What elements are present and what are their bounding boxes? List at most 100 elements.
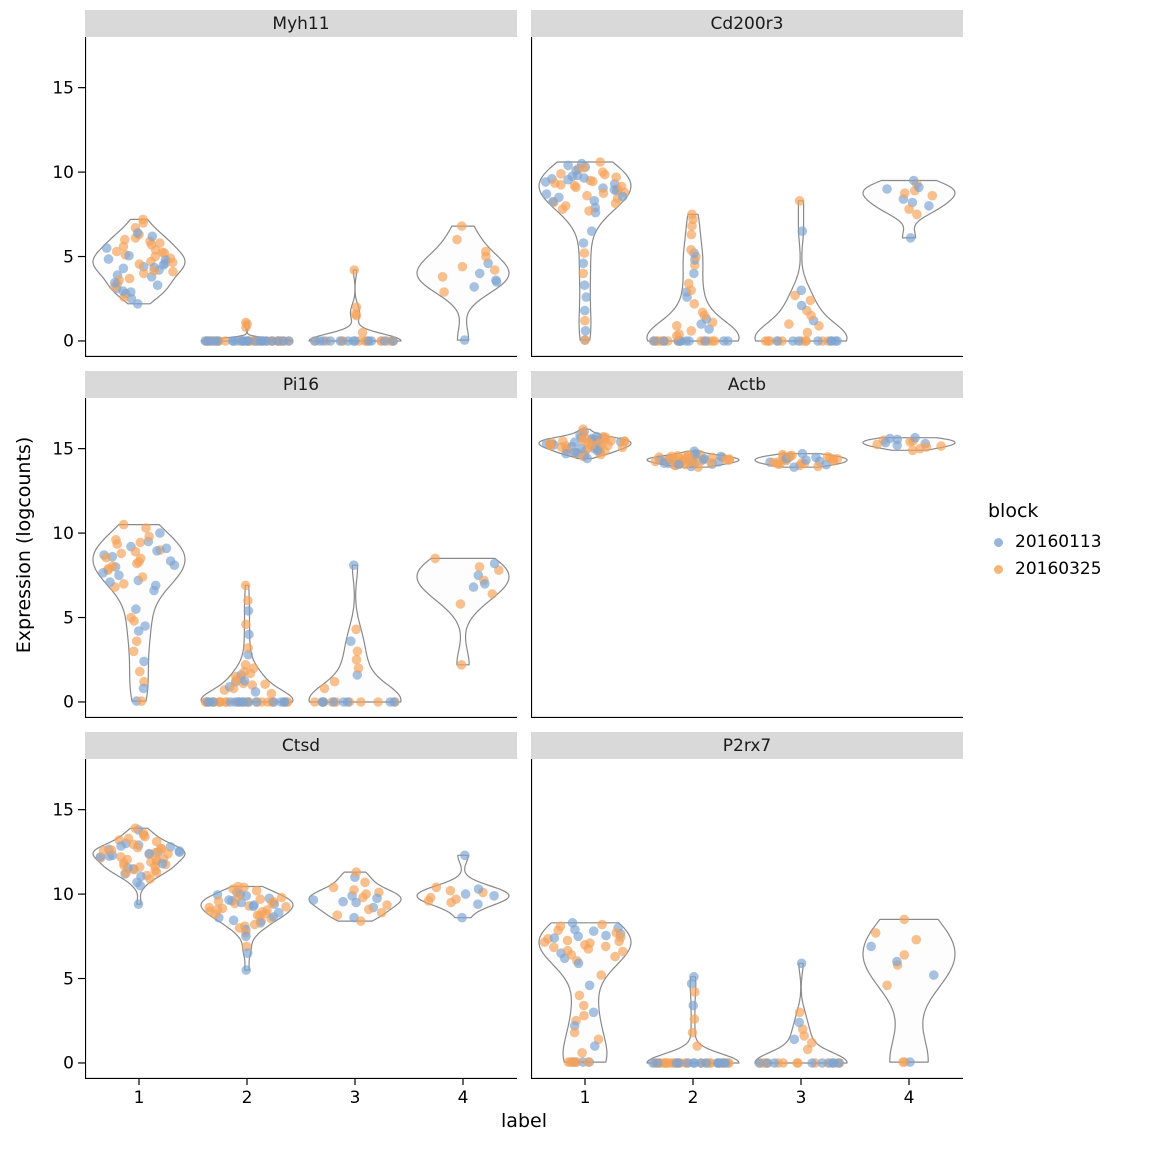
data-point — [600, 169, 610, 180]
data-point — [437, 272, 448, 282]
data-point — [563, 1057, 574, 1067]
facet-panel-Actb — [531, 398, 963, 718]
data-point — [882, 184, 892, 194]
data-point — [801, 336, 811, 346]
data-point — [152, 546, 162, 556]
data-point — [610, 951, 620, 962]
data-point — [361, 889, 371, 899]
data-point — [137, 572, 148, 582]
data-point — [548, 196, 558, 207]
data-point — [698, 454, 709, 465]
data-point — [139, 268, 149, 279]
y-axis-ticks-row-2: 0 5 10 15 — [52, 439, 85, 713]
data-point — [880, 437, 891, 448]
data-point — [796, 958, 807, 969]
data-point — [578, 258, 589, 269]
data-point — [309, 336, 320, 346]
data-point — [318, 336, 329, 346]
data-point — [578, 238, 589, 248]
y-tick-label: 0 — [63, 693, 74, 713]
data-point — [131, 604, 141, 614]
data-point — [310, 697, 320, 707]
data-point — [905, 1057, 915, 1067]
data-point — [793, 1058, 803, 1068]
data-point — [686, 245, 696, 255]
data-point — [690, 987, 700, 997]
data-point — [155, 528, 165, 538]
data-point — [213, 896, 224, 906]
data-point — [124, 250, 134, 261]
data-point — [353, 663, 364, 673]
data-point — [116, 548, 127, 559]
data-point — [319, 683, 330, 694]
data-point — [455, 599, 466, 609]
data-point — [423, 896, 434, 906]
data-point — [106, 845, 117, 855]
data-point — [460, 889, 471, 899]
data-point — [569, 447, 580, 458]
data-point — [689, 972, 699, 982]
data-point — [133, 626, 144, 636]
data-point — [163, 849, 173, 859]
data-point — [130, 823, 141, 833]
data-point — [588, 926, 599, 936]
data-point — [241, 965, 251, 975]
data-point — [241, 619, 251, 630]
data-point — [573, 958, 584, 969]
data-point — [907, 445, 918, 456]
data-point — [785, 451, 795, 461]
violin-Cd200r3-3 — [754, 200, 848, 342]
data-point — [268, 912, 279, 922]
data-point — [262, 905, 272, 915]
data-point — [578, 424, 588, 434]
data-point — [684, 336, 694, 346]
data-point — [138, 683, 149, 694]
data-point — [167, 257, 178, 268]
data-point — [156, 844, 167, 854]
data-point — [103, 254, 114, 264]
data-point — [899, 914, 909, 925]
data-point — [794, 196, 805, 206]
data-point — [692, 1041, 702, 1051]
data-point — [457, 261, 468, 272]
data-point — [128, 839, 139, 850]
data-point — [796, 300, 807, 311]
data-point — [174, 847, 185, 857]
data-point — [611, 928, 622, 938]
data-point — [794, 1017, 804, 1028]
data-point — [582, 190, 592, 201]
data-point — [584, 206, 594, 216]
data-point — [611, 172, 621, 182]
facet-strip-Actb: Actb — [531, 371, 963, 398]
legend-swatch-icon — [994, 537, 1003, 547]
data-point — [924, 201, 934, 211]
data-point — [574, 990, 585, 1001]
data-point — [811, 452, 821, 463]
data-point — [899, 950, 910, 960]
data-point — [569, 1027, 580, 1038]
data-point — [241, 931, 251, 942]
data-point — [267, 336, 277, 346]
data-point — [898, 1057, 908, 1067]
data-point — [802, 327, 813, 338]
data-point — [329, 676, 340, 687]
data-point — [255, 894, 266, 904]
data-point — [242, 948, 253, 958]
data-point — [805, 295, 816, 306]
data-point — [768, 457, 778, 468]
data-point — [892, 956, 902, 967]
data-point — [866, 941, 876, 952]
data-point — [545, 439, 555, 449]
data-point — [567, 918, 578, 928]
data-point — [686, 229, 697, 240]
data-point — [431, 882, 442, 893]
data-point — [98, 845, 109, 856]
data-point — [233, 891, 243, 902]
data-point — [797, 448, 808, 459]
data-point — [134, 259, 145, 269]
x-tick-label: 4 — [904, 1088, 915, 1108]
data-point — [936, 441, 946, 451]
data-point — [243, 643, 253, 653]
data-point — [587, 226, 597, 236]
